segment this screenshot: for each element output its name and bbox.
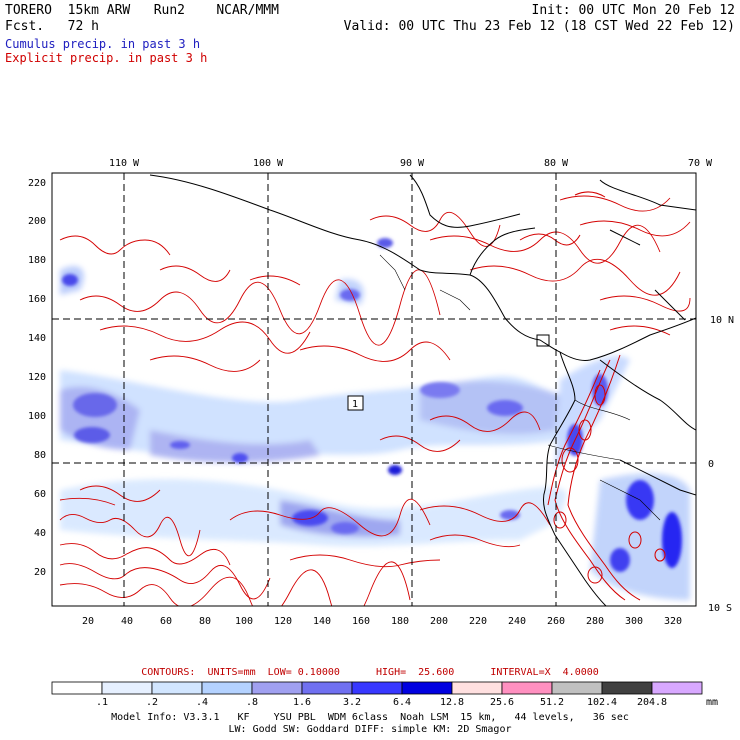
y-tick: 220 [28,178,46,189]
y-tick: 180 [28,255,46,266]
y-tick: 80 [34,450,46,461]
lon-label: 80 W [544,158,569,169]
x-tick: 120 [274,616,292,627]
lat-label: 10 S [708,603,732,614]
colorbar-label: 25.6 [490,697,514,708]
model-title: TORERO 15km ARW Run2 NCAR/MMM [5,3,279,18]
contour-info: CONTOURS: UNITS=mm LOW= 0.10000 HIGH= 25… [141,667,599,678]
country-borders [379,254,661,521]
cumulus-precip-cores [62,238,682,572]
x-tick: 100 [235,616,253,627]
x-tick: 260 [547,616,565,627]
andes-contour-band [519,191,666,601]
colorbar-swatch [351,681,403,695]
y-tick: 40 [34,528,46,539]
colorbar-label: .8 [246,697,258,708]
y-tick: 20 [34,567,46,578]
x-tick: 200 [430,616,448,627]
explicit-precip-contours [59,195,691,606]
colorbar-label: .4 [196,697,208,708]
colorbar-swatch [151,681,203,695]
colorbar: .1 .2 .4 .8 1.6 3.2 6.4 12.8 25.6 51.2 102.4 204.8 m… [51,681,718,708]
init-time: Init: 00 UTC Mon 20 Feb 12 [531,3,736,18]
colorbar-label: 3.2 [343,697,361,708]
x-tick: 40 [121,616,133,627]
y-tick: 100 [28,411,46,422]
y-tick: 200 [28,216,46,227]
x-tick: 220 [469,616,487,627]
lat-lon-grid [52,173,696,606]
y-tick: 120 [28,372,46,383]
colorbar-swatch [51,681,103,695]
colorbar-swatch [401,681,453,695]
colorbar-label: 51.2 [540,697,564,708]
x-tick: 280 [586,616,604,627]
lat-label: 0 [708,459,714,470]
x-tick: 160 [352,616,370,627]
colorbar-label: 102.4 [587,697,617,708]
colorbar-swatch [251,681,303,695]
colorbar-swatch [301,681,353,695]
lon-label: 100 W [253,158,284,169]
map-field [52,173,696,606]
colorbar-swatch [451,681,503,695]
model-info: Model Info: V3.3.1 KF YSU PBL WDM 6class… [111,712,629,723]
colorbar-unit: mm [706,697,718,708]
colorbar-swatch [601,681,653,695]
x-tick: 140 [313,616,331,627]
x-tick: 80 [199,616,211,627]
colorbar-swatch [501,681,553,695]
colorbar-label: 204.8 [637,697,667,708]
y-tick: 60 [34,489,46,500]
colorbar-label: .1 [96,697,108,708]
x-tick: 60 [160,616,172,627]
physics-info: LW: Godd SW: Goddard DIFF: simple KM: 2D… [228,724,512,735]
forecast-hour: Fcst. 72 h [5,19,99,34]
station-marker-2 [536,334,550,347]
colorbar-swatch [101,681,153,695]
x-tick: 180 [391,616,409,627]
colorbar-label: .2 [146,697,158,708]
x-tick: 320 [664,616,682,627]
x-tick: 240 [508,616,526,627]
explicit-legend: Explicit precip. in past 3 h [5,51,208,65]
colorbar-label: 12.8 [440,697,464,708]
lat-label: 10 N [710,315,734,326]
lon-label: 110 W [109,158,140,169]
valid-time: Valid: 00 UTC Thu 23 Feb 12 (18 CST Wed … [343,19,735,34]
colorbar-swatch [551,681,603,695]
cumulus-precip-field [60,266,690,600]
lon-label: 70 W [688,158,713,169]
longitude-labels: 110 W 100 W 90 W 80 W 70 W [109,158,713,169]
y-tick: 140 [28,333,46,344]
lon-label: 90 W [400,158,425,169]
latitude-labels: 10 N 0 10 S [708,315,734,614]
colorbar-swatch [201,681,253,695]
station-marker [347,395,364,411]
colorbar-swatch [651,681,703,695]
x-tick: 20 [82,616,94,627]
y-tick: 160 [28,294,46,305]
colorbar-label: 1.6 [293,697,311,708]
x-tick: 300 [625,616,643,627]
colorbar-label: 6.4 [393,697,411,708]
station-label: 1 [352,399,358,410]
map-frame [51,172,697,607]
cumulus-legend: Cumulus precip. in past 3 h [5,37,201,51]
y-axis: 220 200 180 160 140 120 100 80 60 40 20 [28,178,46,578]
x-axis: 20 40 60 80 100 120 140 160 180 200 220 … [82,616,682,627]
